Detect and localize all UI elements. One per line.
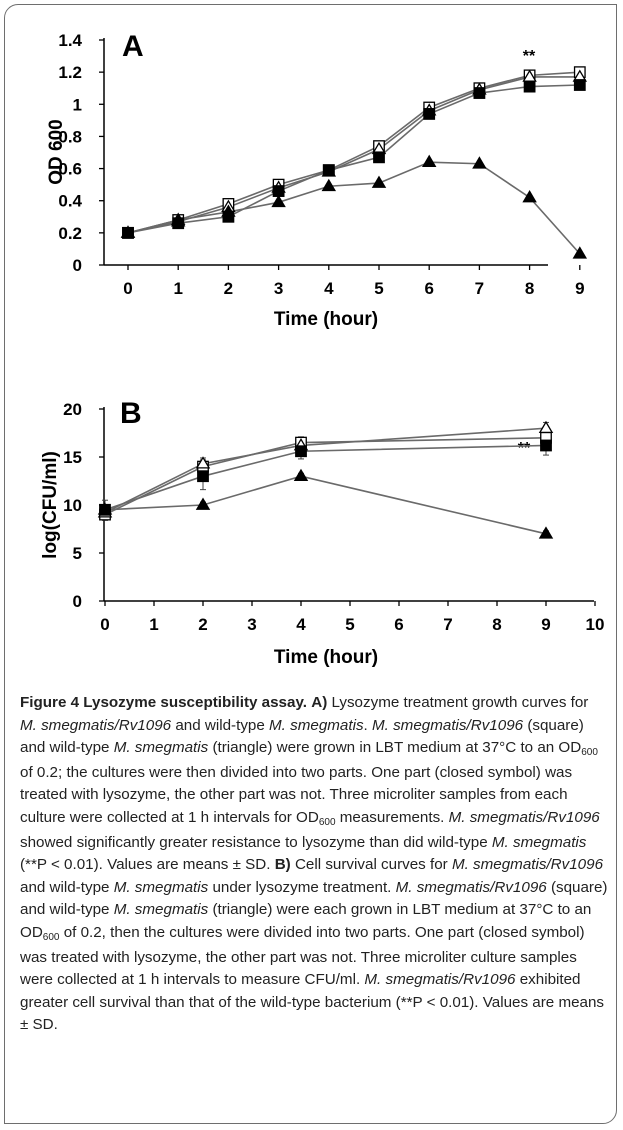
data-point-open-triangle — [538, 420, 554, 434]
data-point-filled-square — [573, 79, 586, 91]
x-tick-label: 9 — [575, 279, 584, 298]
y-tick-label: 0 — [73, 256, 82, 275]
significance-annotation: ** — [523, 48, 536, 65]
figure-charts: 0 0.2 0.4 0.6 0.8 1 1.2 1.4 0 1 2 3 4 5 6 7 8 9 Time (hour… — [40, 30, 604, 668]
data-point-filled-triangle — [371, 175, 387, 188]
y-tick-label: 10 — [63, 496, 82, 515]
y-tick-label: 0.8 — [58, 127, 82, 146]
x-tick-label: 3 — [247, 615, 256, 634]
series-line-filled-triangle — [104, 475, 547, 535]
x-tick-label: 0 — [100, 615, 109, 634]
data-point-filled-triangle — [321, 178, 337, 192]
significance-annotation: ** — [518, 440, 531, 457]
x-tick-label: 6 — [394, 615, 403, 634]
x-tick-label: 7 — [443, 615, 452, 634]
x-tick-label: 4 — [296, 615, 306, 634]
y-axis-label: log(CFU/ml) — [40, 451, 61, 559]
y-tick-label: 1.2 — [58, 63, 82, 82]
data-point-filled-triangle — [538, 526, 554, 539]
caption-title: Figure 4 Lysozyme susceptibility assay. — [20, 694, 307, 711]
series-line-filled-square — [127, 84, 580, 234]
data-point-filled-square — [272, 185, 285, 197]
x-tick-label: 2 — [198, 615, 207, 634]
x-tick-label: 0 — [123, 279, 132, 298]
data-point-filled-triangle — [572, 246, 588, 259]
data-point-filled-square — [540, 439, 552, 452]
y-tick-label: 15 — [63, 448, 82, 467]
x-tick-label: 10 — [586, 615, 605, 634]
y-tick-label: 0.2 — [58, 224, 82, 243]
caption-text: Figure 4 Lysozyme susceptibility assay. … — [20, 694, 608, 1034]
figure-frame — [4, 4, 617, 1124]
data-point-filled-triangle — [170, 212, 186, 225]
y-tick-label: 0 — [73, 592, 82, 611]
data-point-filled-triangle — [271, 194, 286, 208]
data-point-filled-triangle — [522, 190, 537, 203]
x-tick-label: 1 — [149, 615, 158, 634]
x-tick-label: 1 — [173, 279, 182, 298]
data-point-filled-square — [423, 108, 436, 120]
data-point-filled-triangle — [195, 497, 211, 510]
y-axis-label: OD 600 — [46, 119, 67, 184]
x-tick-label: 8 — [525, 279, 534, 298]
series-line-filled-triangle — [127, 161, 581, 255]
data-point-filled-square — [373, 151, 385, 164]
x-axis-label: Time (hour) — [274, 309, 378, 330]
series-line-open-triangle — [104, 427, 547, 514]
y-tick-label: 1.4 — [58, 31, 82, 50]
chart-a: 0 0.2 0.4 0.6 0.8 1 1.2 1.4 0 1 2 3 4 5 6 7 8 9 Time (hour… — [46, 30, 588, 330]
panel-label: B — [120, 397, 142, 430]
y-tick-label: 5 — [73, 544, 82, 563]
caption-a-label: A) — [311, 694, 328, 711]
data-point-filled-square — [473, 87, 486, 99]
chart-b: 0 5 10 15 20 0 1 2 3 4 5 6 7 8 9 10 Time (hour) log(CFU/m… — [40, 397, 604, 668]
series-line-open-square — [104, 437, 547, 516]
data-point-filled-triangle — [97, 502, 113, 515]
y-tick-label: 1 — [73, 95, 82, 114]
x-tick-label: 9 — [541, 615, 550, 634]
x-tick-label: 5 — [345, 615, 354, 634]
data-point-filled-triangle — [472, 156, 487, 169]
data-point-filled-triangle — [421, 154, 437, 167]
caption-b-label: B) — [274, 856, 291, 874]
x-axis-label: Time (hour) — [274, 647, 378, 668]
figure-caption: Figure 4 Lysozyme susceptibility assay. … — [20, 692, 608, 1037]
x-tick-label: 4 — [324, 279, 334, 298]
data-point-filled-square — [295, 445, 307, 458]
series-line-open-square — [127, 71, 580, 234]
data-point-filled-triangle — [293, 468, 309, 482]
data-point-filled-square — [322, 164, 335, 177]
x-tick-label: 7 — [475, 279, 484, 298]
series-line-open-triangle — [127, 76, 580, 234]
x-tick-label: 2 — [224, 279, 233, 298]
series-line-filled-square — [104, 444, 547, 511]
data-point-open-triangle — [195, 456, 211, 469]
data-point-filled-square — [197, 470, 209, 483]
panel-label: A — [122, 30, 144, 63]
y-tick-label: 20 — [63, 400, 82, 419]
x-tick-label: 8 — [492, 615, 501, 634]
data-point-filled-square — [523, 80, 536, 93]
x-tick-label: 6 — [424, 279, 433, 298]
y-tick-label: 0.4 — [58, 192, 82, 211]
y-tick-label: 0.6 — [58, 160, 82, 179]
data-point-filled-triangle — [120, 225, 136, 238]
x-tick-label: 5 — [374, 279, 383, 298]
data-point-filled-triangle — [221, 204, 236, 217]
x-tick-label: 3 — [274, 279, 283, 298]
